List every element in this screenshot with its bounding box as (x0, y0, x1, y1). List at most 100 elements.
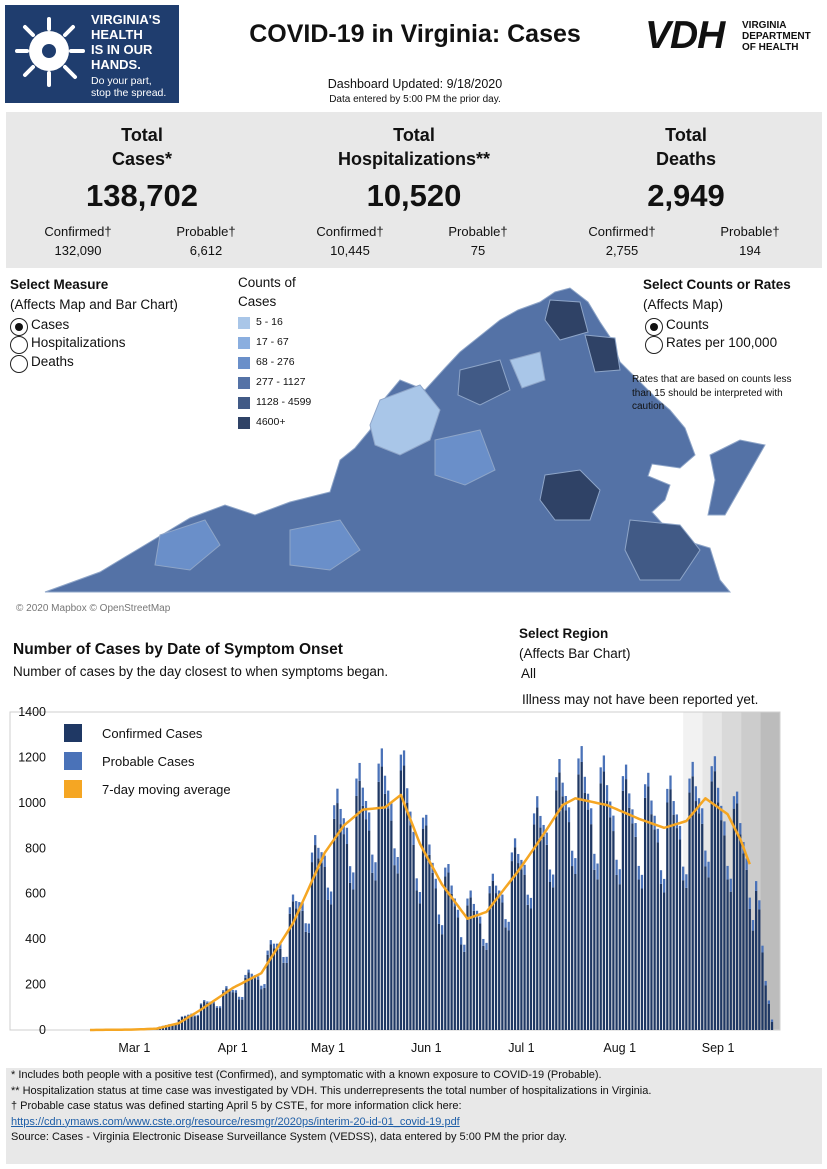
region-dropdown[interactable]: All (521, 666, 537, 681)
x-tick-label: Mar 1 (118, 1041, 150, 1055)
map-county-dark[interactable] (539, 469, 601, 521)
confirmed-bar (339, 824, 342, 1030)
radio-icon[interactable] (645, 336, 663, 354)
confirmed-bar (691, 776, 694, 1030)
confirmed-bar (466, 905, 469, 1030)
legend-label: Confirmed Cases (102, 726, 203, 741)
probable-bar (605, 785, 609, 802)
probable-bar (621, 776, 625, 791)
probable-bar (548, 869, 552, 882)
confirmed-bar (536, 807, 539, 1030)
rates-option-per-100k[interactable]: Rates per 100,000 (645, 335, 815, 354)
probable-bar (599, 767, 602, 784)
confirmed-bar (742, 853, 745, 1030)
virginia-health-logo: VIRGINIA'S HEALTH IS IN OUR HANDS. Do yo… (5, 5, 179, 103)
probable-bar (770, 1019, 774, 1022)
probable-bar (310, 852, 314, 863)
measure-option-hospitalizations[interactable]: Hospitalizations (10, 335, 160, 354)
total-deaths-value: 2,949 (647, 178, 725, 213)
cases-bar-chart: 0 200 400 600 800 1000 1200 1400 Mar 1 Apr 1 May 1… (9, 705, 781, 1055)
radio-icon[interactable] (10, 336, 28, 354)
legend-bin-label: 5 - 16 (256, 316, 283, 328)
hosp-title-2: Hospitalizations** (337, 149, 491, 169)
deaths-confirmed-value: 2,755 (605, 243, 639, 258)
radio-selected-icon[interactable] (10, 318, 28, 336)
chart-title: Number of Cases by Date of Symptom Onset (13, 641, 343, 658)
confirmed-bar (653, 829, 656, 1030)
probable-bar (352, 872, 355, 890)
probable-bar (678, 825, 682, 840)
probable-bar (726, 865, 729, 880)
confirmed-bar (285, 962, 288, 1030)
probable-bar (666, 788, 669, 803)
probable-bar (758, 900, 761, 910)
rates-note-line: than 15 should be interpreted with (632, 387, 783, 399)
confirmed-bar (590, 824, 593, 1030)
confirmed-bar (637, 879, 640, 1030)
probable-bar (713, 756, 717, 772)
confirmed-bar (710, 781, 713, 1030)
confirmed-bar (498, 898, 501, 1030)
legend-bin-label: 277 - 1127 (256, 376, 306, 388)
probable-bar (317, 847, 320, 859)
map-county-dark[interactable] (544, 299, 589, 341)
probable-bar (767, 1000, 770, 1004)
confirmed-bar (564, 810, 567, 1030)
probable-bar (374, 862, 377, 881)
confirmed-bar (345, 844, 349, 1030)
probable-bar (418, 891, 422, 904)
map-eastern-shore[interactable] (707, 439, 766, 516)
radio-selected-icon[interactable] (645, 318, 663, 336)
map-county-mid[interactable] (457, 359, 511, 406)
hosp-probable-label: Probable† (448, 224, 508, 239)
radio-icon[interactable] (10, 355, 28, 373)
map-county-light[interactable] (369, 384, 441, 456)
confirmed-bar (624, 779, 628, 1030)
map-county-mid[interactable] (289, 519, 361, 571)
probable-bar (304, 923, 307, 932)
cste-link[interactable]: https://cdn.ymaws.com/www.cste.org/resou… (11, 1115, 460, 1128)
map-county-mid[interactable] (434, 429, 496, 486)
probable-bar (463, 944, 466, 952)
dashboard-updated: Dashboard Updated: 9/18/2020 (327, 77, 503, 91)
measure-option-deaths[interactable]: Deaths (10, 354, 160, 373)
probable-bar (574, 858, 577, 874)
logo-line-4: HANDS. (91, 57, 141, 72)
confirmed-bar (548, 881, 552, 1030)
measure-option-label: Deaths (31, 354, 74, 369)
confirmed-bar (615, 874, 618, 1030)
map-county-mid[interactable] (154, 519, 221, 571)
confirmed-bar (770, 1021, 774, 1030)
x-tick-label: Apr 1 (218, 1041, 248, 1055)
confirmed-bar (551, 887, 555, 1030)
virginia-county-map[interactable] (40, 280, 785, 605)
rates-option-counts[interactable]: Counts (645, 317, 815, 336)
confirmed-bar (605, 801, 609, 1030)
probable-bar (716, 787, 720, 803)
probable-bar (561, 782, 564, 797)
probable-bar (555, 777, 558, 791)
confirmed-bar (539, 827, 542, 1030)
probable-bar (279, 943, 282, 949)
probable-bar (593, 853, 596, 870)
confirmed-bar (304, 931, 307, 1030)
map-county-light[interactable] (509, 351, 546, 389)
confirmed-bar (675, 828, 678, 1030)
measure-option-cases[interactable]: Cases (10, 317, 160, 336)
confirmed-bar (596, 879, 599, 1030)
probable-bar (336, 788, 339, 804)
map-county-dark[interactable] (624, 519, 701, 581)
confirmed-bar (279, 948, 282, 1030)
map-county-dark[interactable] (584, 334, 621, 373)
confirmed-bar (479, 923, 482, 1030)
confirmed-bar (383, 793, 387, 1030)
confirmed-bar (739, 834, 742, 1030)
probable-bar (434, 878, 437, 889)
confirmed-bar (612, 831, 615, 1030)
probable-bar (206, 1001, 209, 1003)
probable-bar (735, 791, 739, 804)
probable-bar (691, 761, 694, 777)
probable-bar (282, 956, 285, 963)
confirmed-bar (228, 991, 231, 1030)
confirmed-bar (250, 976, 253, 1030)
